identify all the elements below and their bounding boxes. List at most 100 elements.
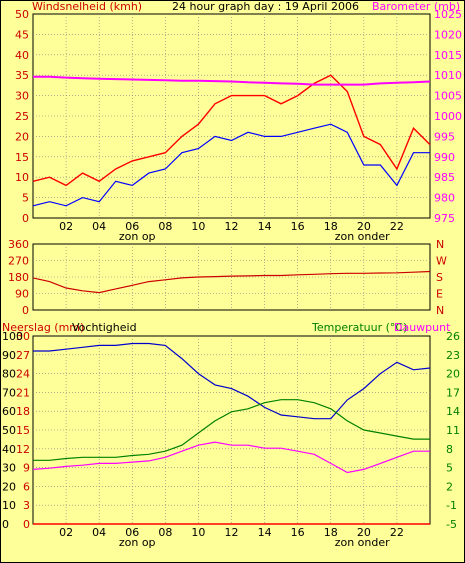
x-tick-label: 16 — [291, 526, 305, 539]
sunrise-label: zon op — [119, 536, 156, 549]
sunrise-label: zon op — [119, 230, 156, 243]
compass-tick-label: E — [436, 288, 443, 301]
temperature-tick-label: -1 — [446, 499, 457, 512]
wind-tick-label: 45 — [15, 28, 29, 41]
direction-tick-label: 270 — [8, 255, 29, 268]
humidity-tick-label: 20 — [2, 480, 16, 493]
barometer-tick-label: 985 — [434, 171, 455, 184]
sunset-label: zon onder — [335, 536, 390, 549]
dewpoint-axis-label: Dauwpunt — [394, 321, 451, 334]
humidity-tick-label: 60 — [2, 405, 16, 418]
x-tick-label: 20 — [357, 526, 371, 539]
wind-tick-label: 0 — [22, 212, 29, 225]
compass-tick-label: N — [436, 304, 444, 317]
barometer-tick-label: 975 — [434, 212, 455, 225]
direction-tick-label: 360 — [8, 238, 29, 251]
x-tick-label: 16 — [291, 220, 305, 233]
temperature-tick-label: 23 — [446, 349, 460, 362]
x-tick-label: 14 — [258, 526, 272, 539]
temperature-tick-label: -5 — [446, 518, 457, 531]
barometer-tick-label: 1000 — [434, 110, 462, 123]
rain-tick-label: 27 — [16, 349, 30, 362]
wind-tick-label: 10 — [15, 171, 29, 184]
rain-tick-label: 3 — [23, 499, 30, 512]
wind-tick-label: 50 — [15, 8, 29, 21]
temperature-tick-label: 8 — [446, 443, 453, 456]
x-tick-label: 04 — [92, 220, 106, 233]
barometer-tick-label: 995 — [434, 130, 455, 143]
humidity-tick-label: 100 — [2, 330, 23, 343]
rain-tick-label: 15 — [16, 424, 30, 437]
compass-tick-label: S — [436, 271, 443, 284]
x-tick-label: 08 — [158, 526, 172, 539]
barometer-tick-label: 1025 — [434, 8, 462, 21]
barometer-axis-label: Barometer (mb) — [372, 0, 460, 13]
barometer-tick-label: 1015 — [434, 49, 462, 62]
wind-average-line — [32, 123, 430, 207]
wind-axis-label: Windsnelheid (kmh) — [32, 0, 142, 13]
rain-tick-label: 18 — [16, 405, 30, 418]
temperature-tick-label: 20 — [446, 368, 460, 381]
rain-tick-label: 12 — [16, 443, 30, 456]
humidity-tick-label: 50 — [2, 424, 16, 437]
humidity-tick-label: 90 — [2, 349, 16, 362]
temperature-axis-label: Temperatuur (°C) — [311, 321, 407, 334]
wind-tick-label: 40 — [15, 49, 29, 62]
barometer-tick-label: 990 — [434, 151, 455, 164]
direction-tick-label: 90 — [15, 288, 29, 301]
compass-tick-label: W — [436, 255, 447, 268]
chart-title: 24 hour graph day : 19 April 2006 — [172, 0, 359, 13]
wind-direction-line — [32, 270, 431, 294]
sunset-label: zon onder — [335, 230, 390, 243]
wind-tick-label: 20 — [15, 130, 29, 143]
x-tick-label: 12 — [225, 526, 239, 539]
wind-gust-line — [32, 74, 431, 187]
temperature-tick-label: 5 — [446, 462, 453, 475]
direction-tick-label: 0 — [22, 304, 29, 317]
wind-tick-label: 5 — [22, 192, 29, 205]
humidity-tick-label: 10 — [2, 499, 16, 512]
x-tick-label: 10 — [191, 220, 205, 233]
temperature-tick-label: 26 — [446, 330, 460, 343]
rain-axis-label: Neerslag (mm) — [2, 321, 84, 334]
rain-tick-label: 9 — [23, 462, 30, 475]
humidity-line — [33, 342, 431, 420]
wind-tick-label: 30 — [15, 90, 29, 103]
temperature-tick-label: 17 — [446, 386, 460, 399]
humidity-tick-label: 40 — [2, 443, 16, 456]
x-tick-label: 10 — [191, 526, 205, 539]
wind-tick-label: 25 — [15, 110, 29, 123]
x-tick-label: 22 — [390, 526, 404, 539]
barometer-tick-label: 1020 — [434, 28, 462, 41]
barometer-tick-label: 1005 — [434, 90, 462, 103]
direction-tick-label: 180 — [8, 271, 29, 284]
x-tick-label: 02 — [59, 526, 73, 539]
barometer-tick-label: 980 — [434, 192, 455, 205]
x-tick-label: 18 — [324, 220, 338, 233]
x-tick-label: 14 — [258, 220, 272, 233]
x-tick-label: 20 — [357, 220, 371, 233]
wind-tick-label: 35 — [15, 69, 29, 82]
x-tick-label: 22 — [390, 220, 404, 233]
humidity-tick-label: 80 — [2, 368, 16, 381]
x-tick-label: 04 — [92, 526, 106, 539]
rain-tick-label: 30 — [16, 330, 30, 343]
temperature-tick-label: 14 — [446, 405, 460, 418]
x-tick-label: 06 — [125, 526, 139, 539]
temperature-line — [33, 399, 430, 461]
dewpoint-line — [32, 441, 430, 474]
humidity-axis-label: Vochtigheid — [72, 321, 137, 334]
temperature-tick-label: 11 — [446, 424, 460, 437]
x-tick-label: 06 — [125, 220, 139, 233]
humidity-tick-label: 0 — [2, 518, 9, 531]
x-tick-label: 02 — [59, 220, 73, 233]
x-tick-label: 08 — [158, 220, 172, 233]
humidity-tick-label: 70 — [2, 386, 16, 399]
wind-tick-label: 15 — [15, 151, 29, 164]
rain-tick-label: 6 — [23, 480, 30, 493]
rain-tick-label: 0 — [23, 518, 30, 531]
x-tick-label: 18 — [324, 526, 338, 539]
